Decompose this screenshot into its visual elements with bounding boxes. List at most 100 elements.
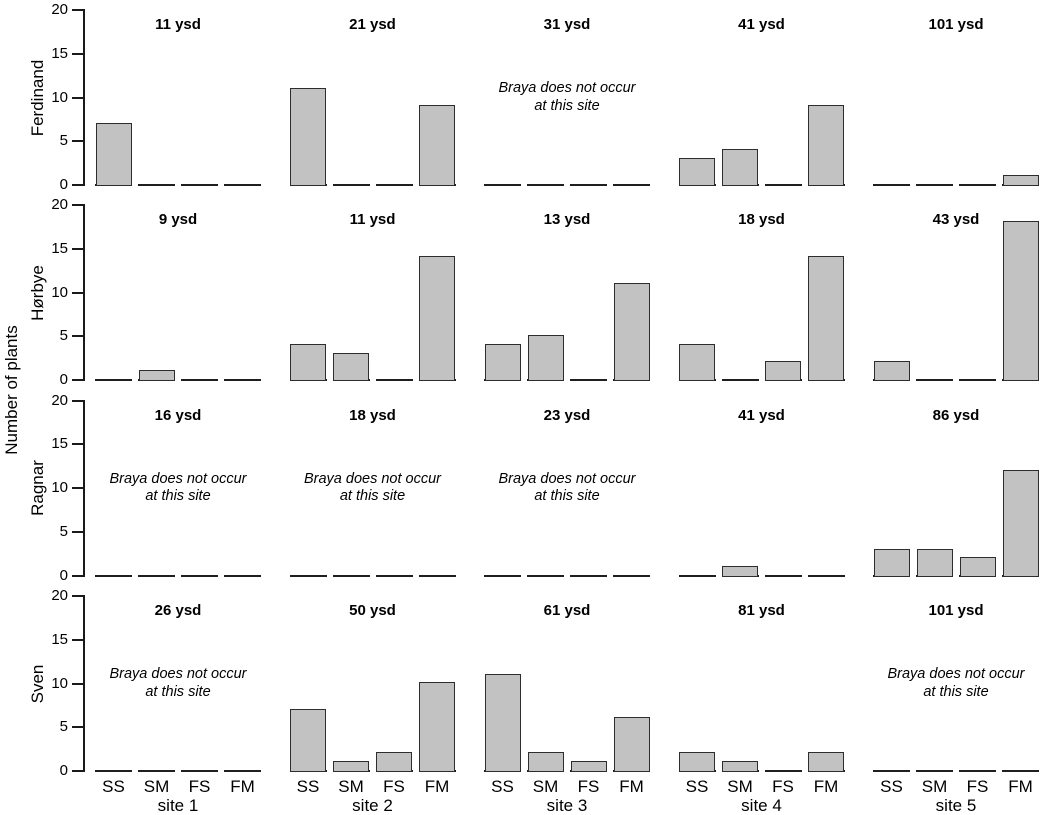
x-baseline-segment (224, 770, 261, 772)
age-annotation: 31 ysd (543, 16, 591, 33)
absent-note: Braya does not occur at this site (109, 471, 246, 506)
category-label: SM (143, 777, 170, 796)
bar-fm (1002, 469, 1039, 577)
x-baseline-segment (95, 574, 132, 577)
y-axis-tick (72, 487, 83, 489)
y-axis-tick (72, 638, 83, 641)
age-annotation: 50 ysd (349, 602, 396, 619)
absent-note-line: Braya does not occur (109, 666, 247, 682)
absent-note-line: at this site (534, 488, 600, 504)
x-baseline-segment (181, 379, 218, 381)
age-annotation: 9 ysd (158, 211, 198, 228)
x-baseline-segment (138, 770, 175, 772)
y-axis-tick (72, 399, 83, 402)
bar-fm (808, 105, 844, 186)
y-tick-label: 15 (51, 239, 68, 257)
bar-sm (722, 565, 758, 577)
x-baseline-segment (570, 379, 607, 381)
y-axis-tick (72, 204, 83, 206)
bar-fm (808, 256, 844, 381)
x-baseline-segment (484, 184, 521, 186)
y-tick-label: 10 (51, 479, 68, 496)
x-baseline-segment (224, 184, 261, 186)
x-baseline-segment (95, 770, 132, 772)
x-baseline-segment (181, 770, 218, 772)
y-tick-label: 15 (51, 435, 68, 453)
absent-note-line: Braya does not occur (109, 470, 247, 487)
x-baseline-segment (873, 184, 910, 186)
category-label: FS (577, 777, 600, 796)
x-baseline-segment (375, 379, 413, 381)
bar-ss (95, 123, 132, 186)
y-tick-label: 10 (51, 283, 68, 301)
x-baseline-segment (181, 574, 218, 577)
x-baseline-segment (570, 184, 607, 186)
bar-ss (679, 752, 715, 772)
bar-fm (1002, 175, 1039, 186)
y-tick-label: 15 (51, 630, 68, 648)
y-tick-label: 0 (59, 371, 68, 388)
y-tick-label: 10 (51, 88, 68, 106)
category-label: FS (188, 777, 211, 796)
x-baseline-segment (570, 574, 607, 577)
absent-note-line: at this site (339, 488, 406, 504)
bar-ss (290, 88, 326, 186)
y-axis-tick (72, 247, 83, 250)
category-label: SS (296, 777, 320, 796)
y-tick-label: 0 (59, 566, 68, 584)
x-baseline-segment (678, 574, 716, 577)
category-label: SM (727, 777, 753, 796)
x-baseline-segment (375, 574, 413, 577)
category-label: FM (1008, 777, 1033, 796)
age-annotation: 26 ysd (154, 602, 202, 619)
category-label: FM (230, 777, 255, 796)
x-baseline-segment (764, 770, 802, 772)
y-axis-tick (72, 335, 83, 338)
x-baseline-segment (873, 770, 910, 772)
age-annotation: 101 ysd (928, 16, 984, 33)
bar-ss (873, 548, 910, 577)
y-axis-tick (72, 291, 83, 294)
x-baseline-segment (527, 574, 564, 577)
y-tick-label: 0 (59, 762, 68, 779)
bar-sm (527, 752, 564, 772)
y-axis-line (83, 9, 85, 186)
y-axis-tick (72, 726, 83, 729)
x-baseline-segment (484, 574, 521, 577)
absent-note-line: Braya does not occur (498, 470, 636, 487)
category-label: FS (383, 777, 405, 796)
y-axis-line (83, 399, 85, 577)
bar-fm (613, 283, 650, 381)
x-baseline-segment (375, 184, 413, 186)
absent-note: Braya does not occur at this site (109, 666, 246, 701)
bar-fm (419, 256, 455, 381)
y-axis-tick (72, 530, 83, 533)
y-axis-line (83, 595, 85, 772)
category-label: FM (424, 777, 450, 796)
site-label: site 5 (935, 796, 977, 815)
absent-note: Braya does not occur at this site (304, 471, 441, 506)
bar-fm (613, 717, 650, 772)
y-tick-label: 15 (51, 44, 68, 62)
category-label: SS (880, 777, 903, 796)
bar-ss (484, 674, 521, 772)
x-baseline-segment (1002, 770, 1039, 772)
category-label: SM (921, 777, 948, 796)
category-label: FS (772, 777, 794, 796)
y-axis-tick (72, 770, 83, 772)
x-baseline-segment (721, 379, 759, 381)
absent-note-line: at this site (145, 683, 211, 700)
bar-sm (138, 370, 175, 381)
y-tick-label: 10 (51, 674, 68, 692)
x-baseline-segment (138, 574, 175, 577)
bar-fs (570, 761, 607, 772)
x-baseline-segment (418, 574, 456, 577)
category-label: SS (102, 777, 125, 796)
bar-ss (679, 158, 715, 186)
bar-ss (484, 344, 521, 381)
category-label: FM (619, 777, 644, 796)
y-tick-label: 5 (59, 132, 68, 150)
absent-note: Braya does not occur at this site (498, 471, 635, 506)
bar-ss (290, 344, 326, 381)
